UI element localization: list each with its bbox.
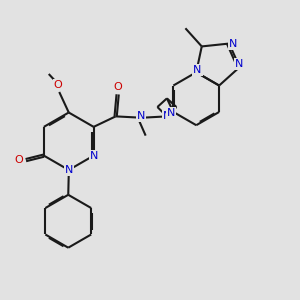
Text: N: N [230, 39, 238, 49]
Text: O: O [54, 80, 62, 90]
Text: N: N [64, 165, 73, 175]
Text: N: N [167, 108, 176, 118]
Text: N: N [193, 65, 202, 75]
Text: O: O [14, 155, 23, 165]
Text: N: N [163, 111, 171, 122]
Text: N: N [137, 111, 146, 121]
Text: N: N [89, 151, 98, 160]
Text: N: N [235, 59, 243, 69]
Text: O: O [113, 82, 122, 92]
